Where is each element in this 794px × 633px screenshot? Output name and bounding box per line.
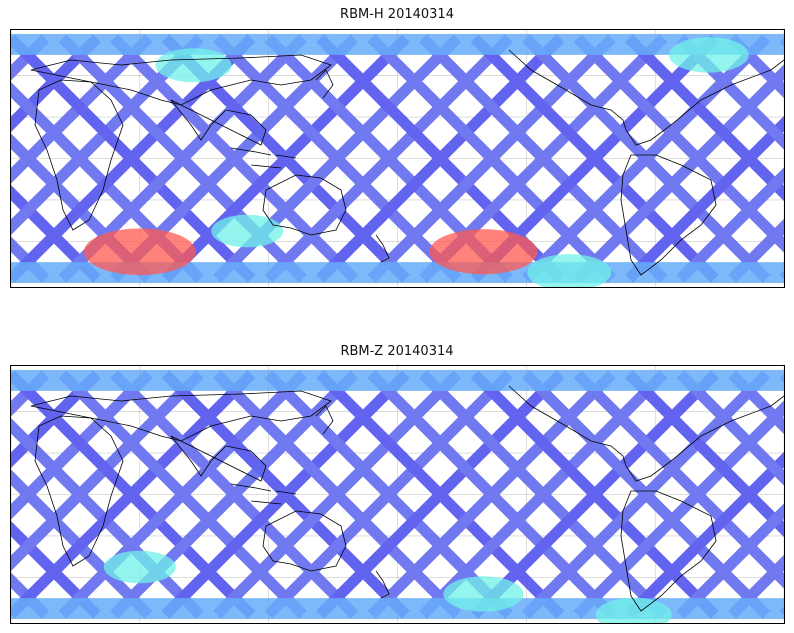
coastlines (30, 49, 784, 276)
swath-track (625, 34, 784, 202)
hotspot-east-pacific (211, 214, 284, 248)
coastline-segment (620, 490, 717, 612)
coastline-segment (262, 510, 347, 572)
hotspot-south-america-south (103, 550, 176, 584)
swath-track (728, 554, 784, 619)
south-swath-band (11, 598, 784, 619)
swath-track (676, 503, 784, 619)
swath-track (728, 370, 784, 435)
coastline-segment (262, 174, 347, 236)
hotspot-south-atlantic (429, 229, 538, 275)
north-swath-band (11, 370, 784, 391)
coastline-segment (375, 570, 390, 599)
coastline-segment (620, 154, 717, 276)
hotspot-south-indian (595, 597, 672, 623)
swath-track (728, 34, 784, 99)
hotspot-japan-north (668, 37, 749, 73)
panel-2-title: RBM-Z 20140314 (340, 344, 454, 359)
coastline-segment (508, 385, 784, 482)
coastline-segment (30, 54, 332, 106)
coastline-segment (315, 69, 334, 99)
coastline-segment (315, 405, 334, 435)
coastline-segment (230, 147, 297, 169)
coastline-segment (170, 99, 267, 146)
hotspot-north-pacific (155, 48, 232, 83)
coastline-segment (34, 415, 124, 567)
map-panel-1 (10, 29, 785, 288)
intensity-hotspots (103, 550, 672, 623)
swath-map-2 (11, 366, 784, 623)
hotspot-south-america-south (83, 228, 196, 276)
swath-track (676, 370, 784, 486)
coastline-segment (34, 79, 124, 231)
coastline-segment (230, 483, 297, 505)
coastline-segment (508, 49, 784, 146)
hotspot-south-atlantic (443, 576, 524, 612)
satellite-swaths (11, 370, 784, 619)
coastline-segment (30, 390, 332, 442)
intensity-hotspots (83, 37, 749, 287)
panel-1-title: RBM-H 20140314 (340, 7, 454, 22)
map-panel-2 (10, 365, 785, 624)
coastline-segment (170, 435, 267, 482)
swath-track (676, 34, 784, 150)
swath-map-1 (11, 30, 784, 287)
swath-track (728, 218, 784, 283)
hotspot-south-indian (527, 254, 612, 287)
swath-track (625, 370, 784, 538)
coastline-segment (375, 234, 390, 263)
swath-track (676, 167, 784, 283)
coastlines (30, 385, 784, 612)
north-swath-band (11, 34, 784, 55)
